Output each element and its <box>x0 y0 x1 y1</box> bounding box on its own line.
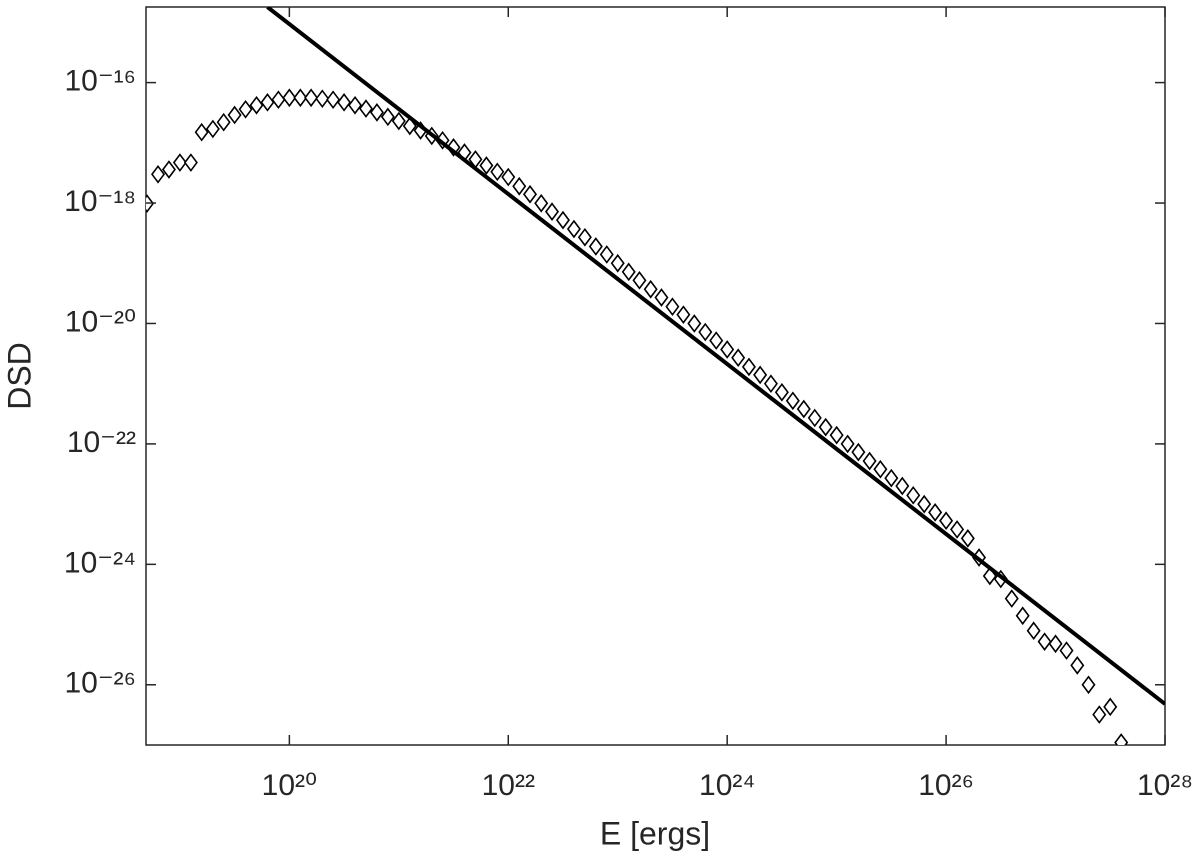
diamond-marker <box>917 494 932 514</box>
y-tick-label: 10⁻²⁶ <box>64 667 136 700</box>
y-tick-label: 10⁻¹⁸ <box>64 185 136 218</box>
y-tick-label: 10⁻²² <box>67 426 136 459</box>
x-tick-label: 10²⁴ <box>699 769 755 802</box>
diamond-marker <box>1037 632 1052 651</box>
diamond-marker <box>774 382 789 402</box>
diamond-marker <box>369 103 384 122</box>
diamond-marker <box>709 331 724 350</box>
diamond-marker <box>599 245 614 264</box>
fit-line <box>266 7 1165 706</box>
diamond-marker <box>687 314 702 333</box>
diamond-marker <box>577 227 592 247</box>
diamond-marker <box>939 511 954 531</box>
diamond-marker <box>534 193 549 213</box>
diamond-marker <box>512 176 527 196</box>
diamond-marker <box>315 89 330 109</box>
y-tick-label: 10⁻²⁰ <box>65 305 136 338</box>
diamond-marker <box>194 122 209 142</box>
diamond-marker <box>238 99 253 119</box>
diamond-marker <box>326 90 341 110</box>
diamond-marker <box>1048 634 1063 654</box>
diamond-marker <box>304 88 319 108</box>
diamond-marker <box>1081 675 1096 695</box>
diamond-marker <box>1103 697 1118 717</box>
diamond-marker <box>731 348 746 368</box>
diamond-marker <box>654 288 669 307</box>
diamond-marker <box>862 451 877 471</box>
diamond-marker <box>1070 656 1085 675</box>
diamond-marker <box>632 271 647 290</box>
diamond-marker <box>151 164 166 184</box>
diamond-marker <box>479 156 494 175</box>
diamond-marker <box>1004 589 1019 608</box>
diamond-marker <box>895 476 910 496</box>
y-tick-label: 10⁻²⁴ <box>64 546 136 579</box>
diamond-marker <box>610 253 625 273</box>
x-tick-label: 10²⁶ <box>918 769 974 802</box>
diamond-marker <box>665 297 680 317</box>
diamond-marker <box>523 184 538 204</box>
diamond-marker <box>840 434 855 454</box>
diamond-marker <box>490 162 505 182</box>
diamond-marker <box>829 425 844 445</box>
diamond-marker <box>271 90 286 110</box>
x-axis-label: E [ergs] <box>600 815 710 851</box>
diamond-marker <box>1026 621 1041 641</box>
diamond-marker <box>282 88 297 108</box>
diamond-marker <box>293 88 308 108</box>
diamond-marker <box>763 374 778 394</box>
diamond-marker <box>676 305 691 325</box>
diamond-marker <box>183 153 198 172</box>
diamond-marker <box>621 262 636 282</box>
diamond-marker <box>205 119 220 139</box>
diamond-marker <box>249 95 264 115</box>
diamond-marker <box>1114 733 1129 745</box>
diamond-marker <box>698 322 713 342</box>
diamond-marker <box>566 219 581 239</box>
diamond-marker <box>950 520 965 539</box>
diamond-marker <box>1092 705 1107 724</box>
x-tick-label: 10²⁰ <box>262 769 317 802</box>
diamond-marker <box>172 153 187 172</box>
diamond-marker <box>1015 606 1030 626</box>
diamond-marker <box>588 237 603 256</box>
diamond-marker <box>643 279 658 299</box>
diamond-marker <box>161 160 176 179</box>
diamond-marker <box>216 112 231 132</box>
plot-frame <box>145 6 1166 746</box>
diamond-marker <box>720 340 735 359</box>
diamond-marker <box>807 408 822 428</box>
diamond-marker <box>753 365 768 385</box>
y-tick-label: 10⁻¹⁶ <box>64 65 136 98</box>
diamond-marker <box>873 459 888 479</box>
diamond-marker <box>906 485 921 505</box>
diamond-marker <box>796 399 811 419</box>
diamond-marker <box>501 167 516 187</box>
diamond-marker <box>358 99 373 118</box>
diamond-marker <box>380 107 395 127</box>
diamond-marker <box>555 210 570 230</box>
diamond-marker <box>1059 641 1074 660</box>
diamond-marker <box>545 202 560 221</box>
diamond-marker <box>928 503 943 522</box>
diamond-marker <box>960 529 975 548</box>
x-tick-label: 10²⁸ <box>1137 769 1193 802</box>
diamond-marker <box>785 391 800 411</box>
plot-area <box>146 7 1165 745</box>
y-axis-label: DSD <box>1 342 37 410</box>
diamond-marker <box>227 105 242 125</box>
diamond-marker <box>851 442 866 462</box>
x-tick-label: 10²² <box>482 769 535 802</box>
diamond-marker <box>818 417 833 437</box>
diamond-marker <box>884 468 899 488</box>
diamond-marker <box>348 95 363 115</box>
diamond-marker <box>337 93 352 112</box>
diamond-marker <box>391 111 406 131</box>
diamond-marker <box>741 357 756 377</box>
